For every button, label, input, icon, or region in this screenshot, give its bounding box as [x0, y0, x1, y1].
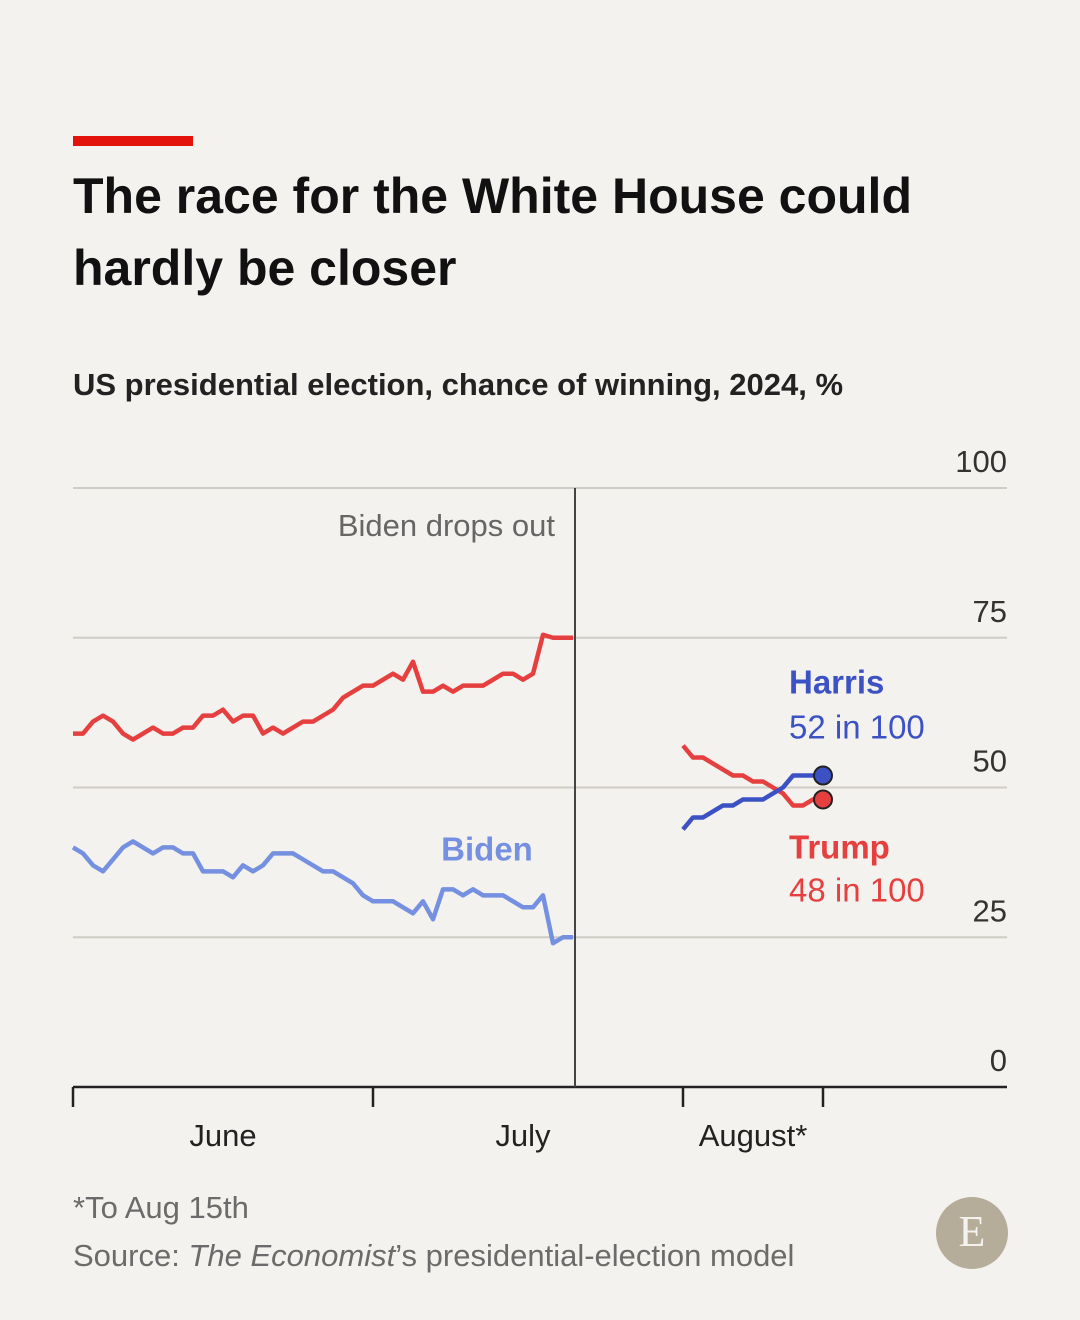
end-dot [813, 789, 833, 810]
title-line: hardly be closer [73, 240, 457, 296]
source-suffix: ’s presidential-election model [395, 1238, 795, 1273]
value-label: 52 in 100 [789, 709, 925, 746]
title-line: The race for the White House could [73, 168, 912, 224]
series-line [681, 744, 823, 808]
series-line [73, 632, 573, 742]
source-prefix: Source: [73, 1238, 180, 1273]
series-label: Harris [789, 664, 884, 701]
y-tick-label: 100 [955, 444, 1007, 479]
series-label: Trump [789, 829, 890, 866]
series-line [681, 773, 823, 831]
subtitle: US presidential election, chance of winn… [73, 367, 843, 402]
end-dot [813, 765, 833, 786]
logo: E [959, 1207, 986, 1256]
series-line [71, 839, 573, 946]
y-tick-label: 0 [990, 1043, 1007, 1078]
series-label: Biden [441, 831, 533, 868]
y-tick-label: 50 [973, 744, 1007, 779]
footnote: *To Aug 15th [73, 1190, 249, 1225]
chart-title: The race for the White House could hardly… [73, 168, 912, 296]
value-label: 48 in 100 [789, 872, 925, 909]
y-tick-label: 25 [973, 893, 1007, 928]
source: Source: The Economist’s presidential-ele… [73, 1238, 794, 1274]
source-italic: The Economist [188, 1238, 396, 1273]
logo-circle [936, 1197, 1008, 1269]
event-label: Biden drops out [338, 508, 556, 543]
accent-bar [73, 136, 193, 146]
y-tick-label: 75 [973, 594, 1007, 629]
plot: 0 25 50 75 100 June July August* Biden drops out… [71, 444, 1007, 1153]
x-tick-label: June [189, 1118, 256, 1153]
x-tick-label: August* [699, 1118, 808, 1153]
x-tick-label: July [495, 1118, 551, 1153]
